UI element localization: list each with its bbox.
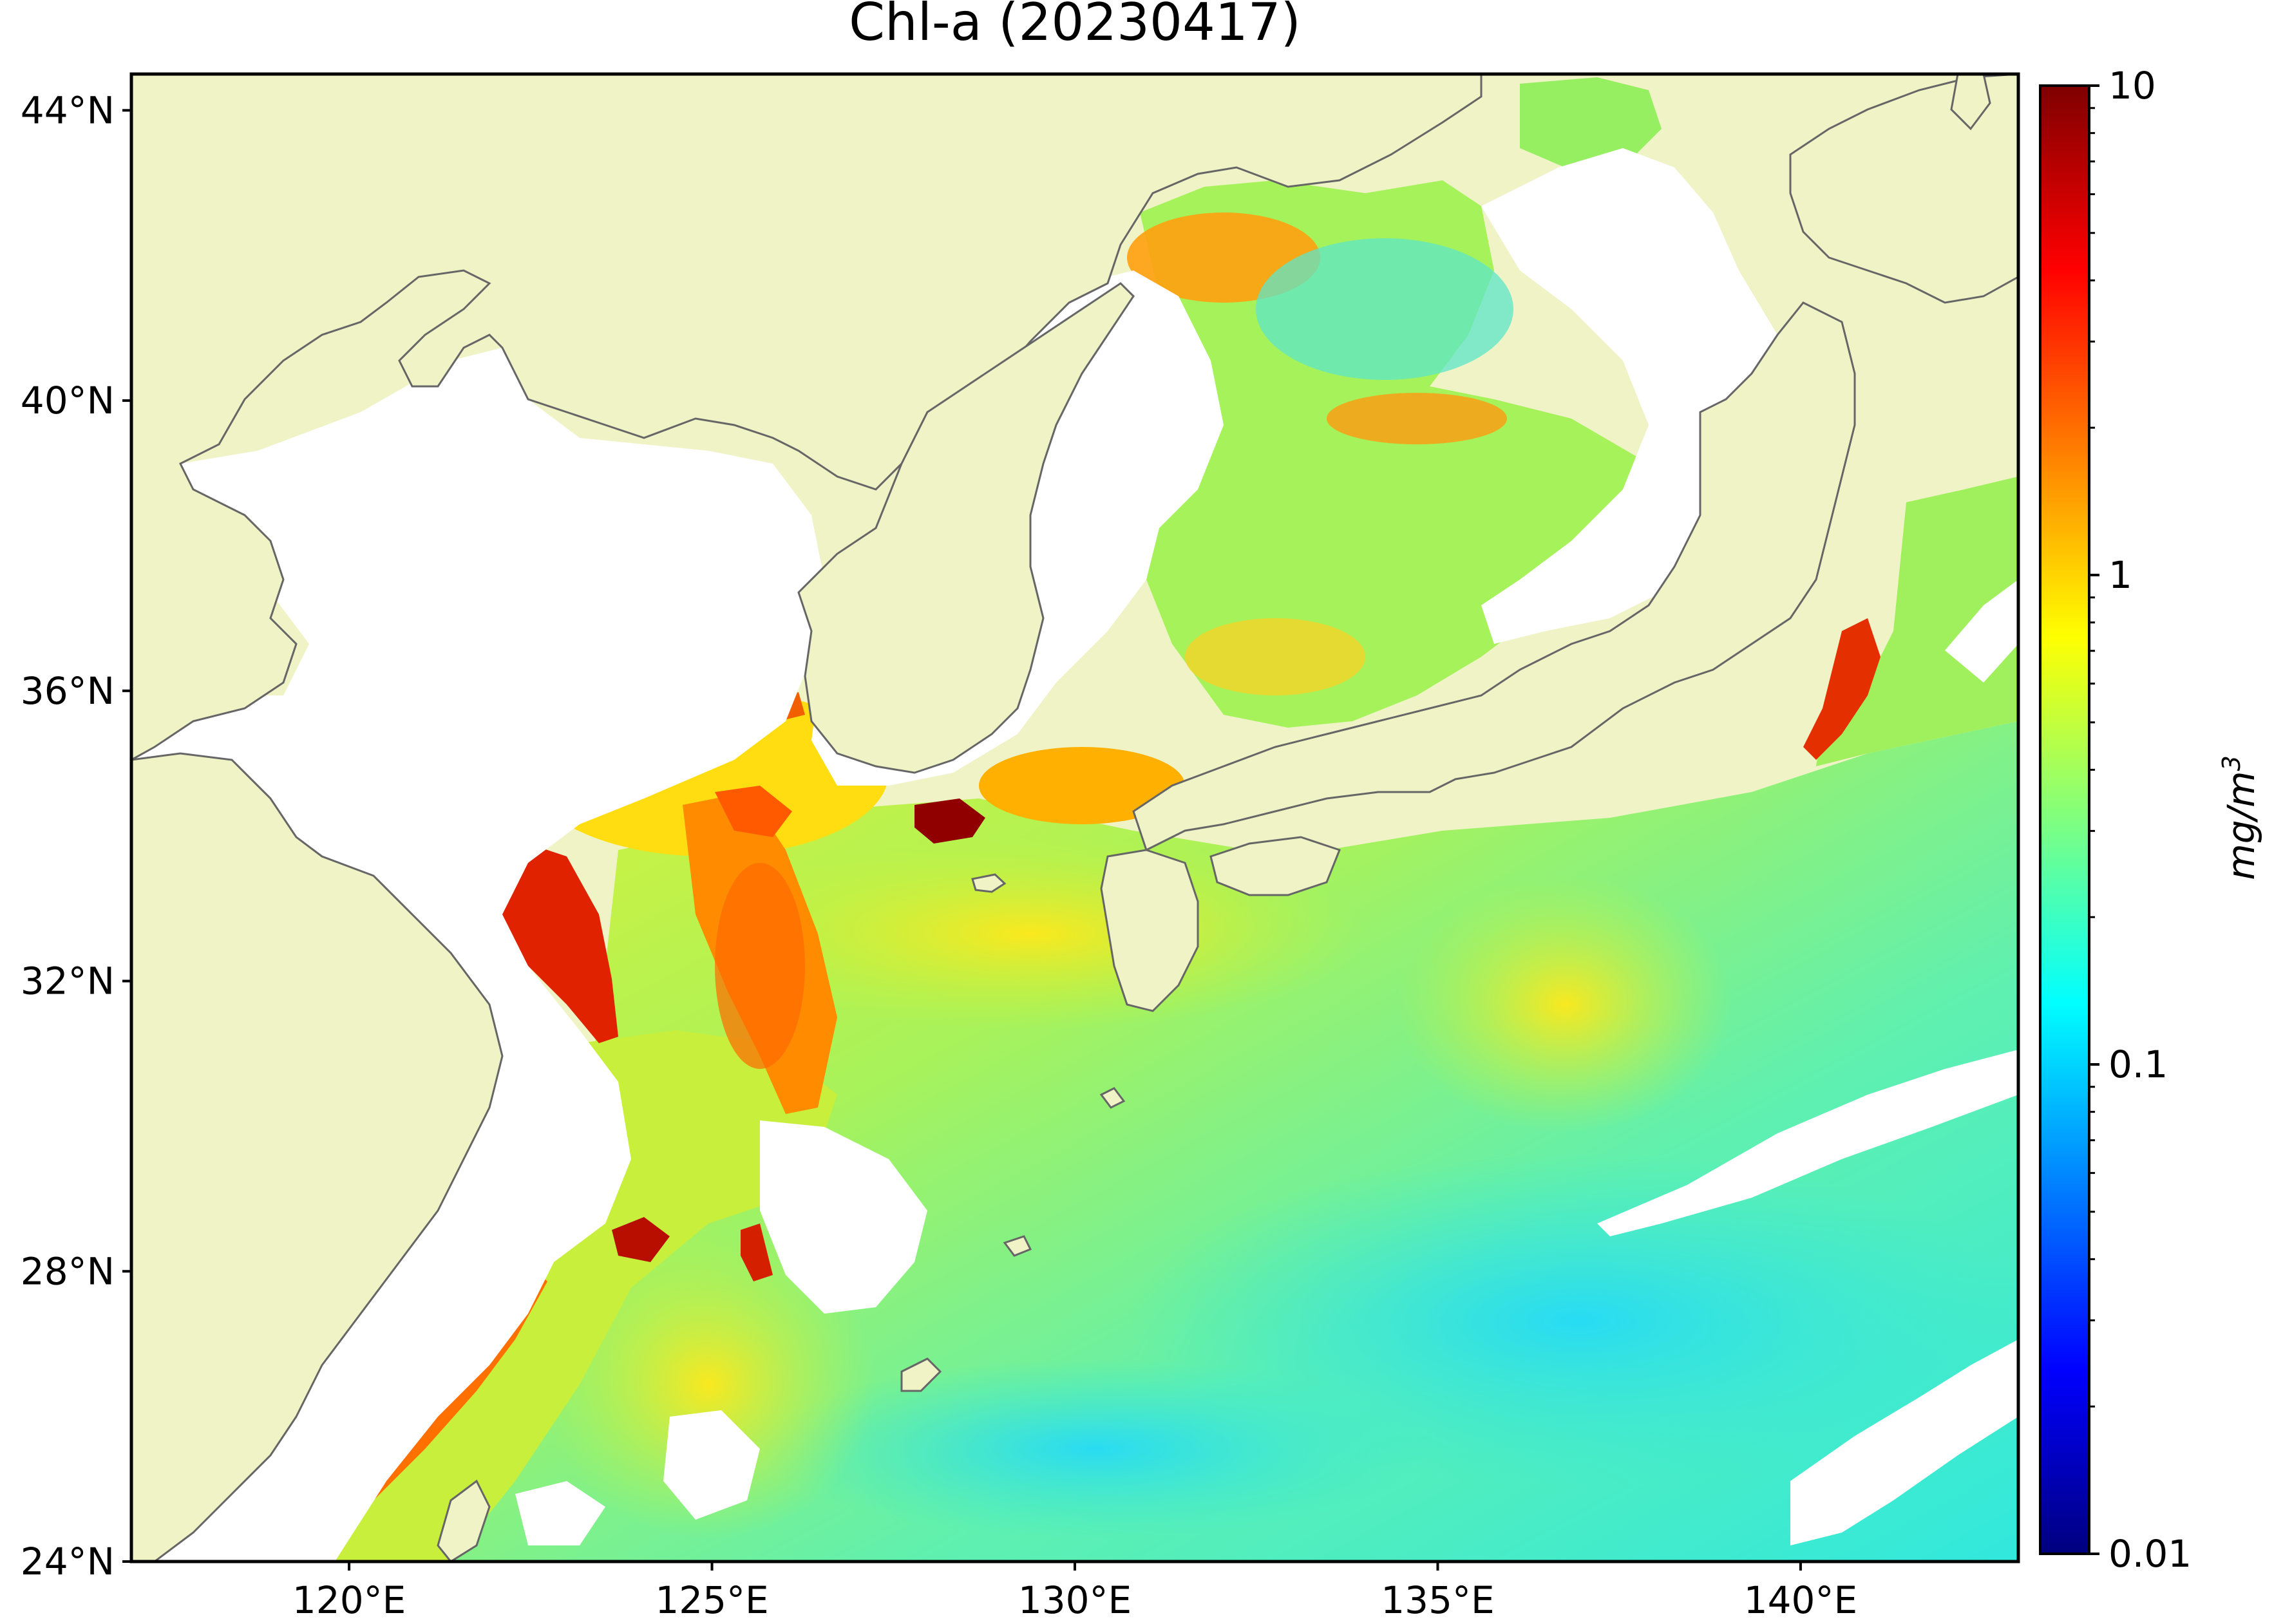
colorbar-unit-superscript: 3	[2217, 755, 2246, 771]
korea-strait-orange	[979, 747, 1185, 824]
zhejiang-red-patch-2	[741, 1223, 773, 1281]
colorbar-tick-label: 0.01	[2108, 1532, 2192, 1576]
colorbar-tick-label: 10	[2108, 64, 2156, 108]
colorbar: 10 1 0.1 0.01 mg/m3	[2039, 64, 2263, 1576]
land-taiwan	[437, 1479, 491, 1562]
zhejiang-red-patch	[612, 1217, 670, 1262]
lat-tick-label: 28°N	[21, 1249, 115, 1293]
cloud-pacific-southeast	[1790, 1339, 2018, 1545]
soj-orange-patch-2	[1327, 393, 1507, 444]
map-title: Chl-a (20230417)	[849, 0, 1301, 52]
lon-tick-label: 140°E	[1744, 1578, 1857, 1622]
land-okinawa	[900, 1357, 942, 1392]
cloud-east-china-sea	[760, 1120, 927, 1314]
colorbar-frame	[2039, 84, 2090, 1555]
colorbar-ticks: 10 1 0.1 0.01	[2089, 64, 2192, 1576]
colorbar-unit: mg/m	[2219, 771, 2263, 880]
cloud-pacific-band	[1597, 1050, 2018, 1236]
land-amami	[1003, 1235, 1032, 1257]
land-japan-hokkaido	[1789, 74, 2018, 304]
longitude-axis: 120°E 125°E 130°E 135°E 140°E	[292, 1562, 1857, 1622]
land-china-north	[131, 74, 1483, 761]
lat-tick-label: 32°N	[21, 959, 115, 1003]
colorbar-tick-label: 1	[2108, 553, 2132, 597]
land-tanegashima	[1099, 1087, 1126, 1109]
ecs-orange-core	[715, 863, 805, 1069]
land-japan-honshu	[1132, 301, 1856, 852]
latitude-axis: 44°N 40°N 36°N 32°N 28°N 24°N	[21, 88, 131, 1583]
colorbar-gradient	[2040, 86, 2089, 1554]
lon-tick-label: 125°E	[655, 1578, 768, 1622]
lat-tick-label: 36°N	[21, 669, 115, 713]
land-jeju	[971, 873, 1007, 893]
lon-tick-label: 130°E	[1018, 1578, 1132, 1622]
colorbar-tick-label: 0.1	[2108, 1043, 2168, 1086]
high-chl-zone-3	[541, 1230, 876, 1539]
lat-tick-label: 24°N	[21, 1540, 115, 1583]
land-japan-shikoku	[1209, 836, 1341, 896]
land-korea	[797, 282, 1135, 774]
korea-south-red	[914, 798, 985, 844]
west-korea-orange	[715, 786, 792, 837]
cloud-pacific-east	[1945, 580, 2018, 683]
lat-tick-label: 44°N	[21, 88, 115, 132]
lon-tick-label: 120°E	[292, 1578, 406, 1622]
map-area	[131, 74, 2018, 1562]
high-chl-zone-2	[1397, 876, 1732, 1133]
soj-yellow-patch	[1185, 618, 1365, 695]
high-chl-zone	[696, 837, 1365, 1030]
sanriku-red-coast	[1803, 618, 1880, 760]
colorbar-label: mg/m3	[2217, 755, 2263, 880]
land-china-south	[131, 752, 504, 1562]
land-sakhalin-tip	[1950, 74, 1991, 131]
soj-cyan-patch	[1256, 238, 1513, 380]
hokkaido-north-field	[1520, 77, 1662, 167]
lon-tick-label: 135°E	[1381, 1578, 1494, 1622]
cloud-ryukyu	[663, 1410, 760, 1520]
cloud-taiwan-east	[515, 1481, 605, 1545]
land-japan-kyushu	[1100, 849, 1199, 1012]
lat-tick-label: 40°N	[21, 379, 115, 422]
low-chl-zone-2	[760, 1359, 1430, 1539]
